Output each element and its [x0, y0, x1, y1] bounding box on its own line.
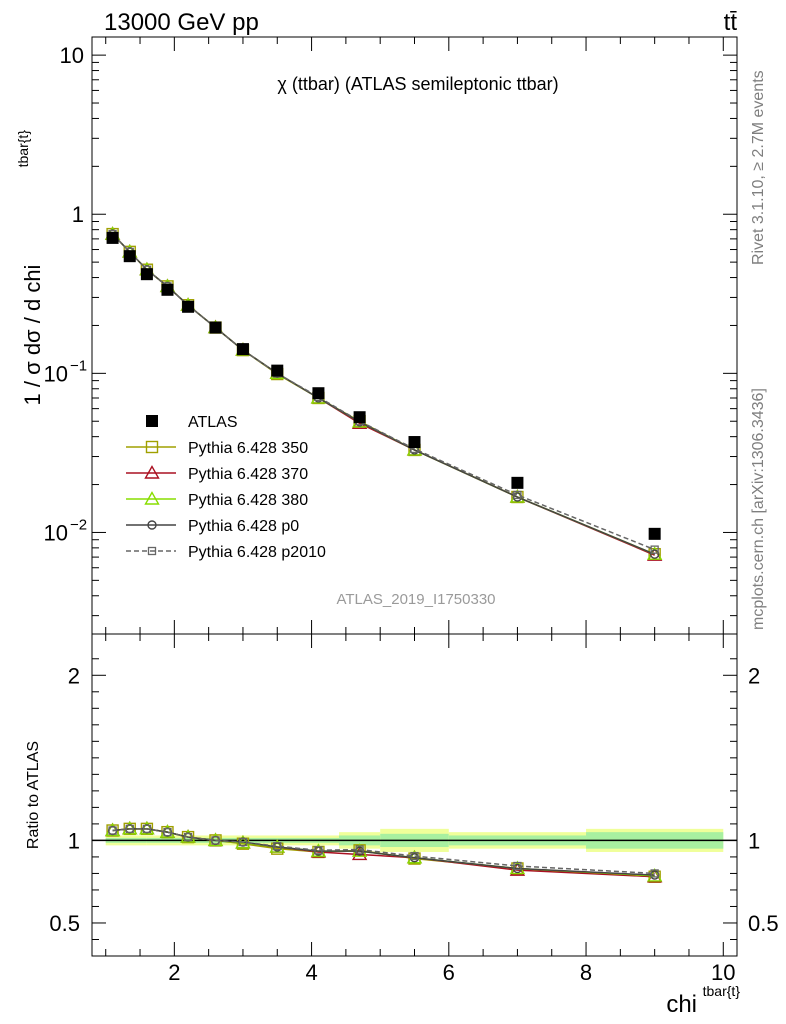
ratio-xtick-label: 6	[443, 960, 455, 985]
ratio-series-marker	[513, 861, 522, 871]
ratio-series-layer	[104, 820, 663, 883]
ratio-series-marker	[273, 842, 282, 851]
rivet-label: Rivet 3.1.10, ≥ 2.7M events	[750, 70, 767, 265]
legend-label: Pythia 6.428 370	[188, 466, 308, 483]
legend-marker	[144, 491, 160, 505]
ratio-series-marker	[238, 837, 248, 847]
main-series-marker	[513, 490, 522, 500]
ratio-ytick-label-right: 0.5	[748, 911, 779, 936]
atlas-data-point	[140, 268, 153, 281]
ratio-panel: 0.5 0.5 1 1 2 2 2 4 6 8 10 Ratio to ATLAS chi tbar…	[25, 633, 779, 1018]
atlas-data-point	[209, 321, 222, 334]
atlas-data-point	[271, 364, 284, 377]
ratio-series-marker	[108, 826, 117, 835]
ratio-series-marker	[142, 824, 152, 834]
ratio-series-marker	[314, 846, 323, 855]
legend-label: Pythia 6.428 p0	[188, 518, 299, 535]
ratio-series-marker	[163, 828, 172, 837]
energy-label: 13000 GeV pp	[104, 9, 259, 36]
atlas-data-point	[236, 343, 249, 356]
atlas-data-point	[648, 527, 661, 540]
main-ytick-label: 1	[72, 202, 84, 227]
ratio-ytick-label-right: 2	[748, 663, 760, 688]
ratio-xlabel-sup: tbar{t}	[703, 983, 741, 999]
ratio-xtick-label: 10	[711, 960, 735, 985]
atlas-data-point	[511, 476, 524, 489]
main-ytick-label: 10	[60, 43, 84, 68]
analysis-watermark: ATLAS_2019_I1750330	[336, 591, 495, 608]
main-series-layer	[104, 226, 663, 561]
ratio-xtick-label: 2	[168, 960, 180, 985]
ratio-series-marker	[183, 832, 193, 842]
legend-marker	[145, 440, 159, 454]
ratio-ytick-label: 0.5	[49, 911, 80, 936]
legend-marker	[144, 465, 160, 479]
ratio-xtick-label: 4	[305, 960, 317, 985]
ratio-series-marker	[211, 836, 220, 845]
ratio-xlabel-text: chi	[666, 991, 697, 1018]
legend-marker	[147, 546, 157, 556]
ratio-frame	[91, 633, 738, 957]
uncertainty-bands	[92, 828, 737, 852]
ratio-ytick-label: 2	[68, 663, 80, 688]
atlas-data-point	[312, 387, 325, 400]
ratio-ytick-label-right: 1	[748, 828, 760, 853]
atlas-data-point	[106, 231, 119, 244]
ratio-series-marker	[410, 851, 419, 861]
ratio-series-marker	[125, 824, 134, 834]
atlas-data-point	[353, 411, 366, 424]
legend-label: ATLAS	[188, 414, 238, 431]
ratio-series-marker	[650, 869, 659, 878]
atlas-data-point	[123, 250, 136, 263]
main-title: χ (ttbar) (ATLAS semileptonic ttbar)	[277, 74, 558, 94]
mcplots-label: mcplots.cern.ch [arXiv:1306.3436]	[750, 388, 767, 630]
ratio-xlabel: chi tbar{t}	[666, 983, 740, 1018]
legend-label: Pythia 6.428 p2010	[188, 544, 326, 561]
atlas-data-point	[161, 283, 174, 296]
legend: ATLAS Pythia 6.428 350 Pythia 6.428 370 Pyt…	[126, 414, 326, 561]
ratio-ylabel: Ratio to ATLAS	[25, 741, 42, 849]
legend-atlas-marker	[146, 415, 158, 427]
main-series-marker	[650, 545, 659, 554]
legend-marker	[147, 520, 157, 530]
ratio-xtick-label: 8	[580, 960, 592, 985]
ratio-axis-ticks: 0.5 0.5 1 1 2 2 2 4 6 8 10	[49, 634, 779, 985]
main-ytick-label: 10	[44, 361, 68, 386]
legend-label: Pythia 6.428 350	[188, 440, 308, 457]
main-ylabel-text: 1 / σ dσ / d chi	[20, 265, 45, 406]
atlas-data-point	[182, 300, 195, 313]
ratio-ytick-label: 1	[68, 828, 80, 853]
main-ytick-exponent: −1	[70, 357, 87, 374]
main-ylabel-sup: tbar{t}	[15, 130, 31, 168]
main-series-marker	[649, 549, 660, 559]
ratio-series-marker	[355, 845, 364, 854]
ratio-series-line	[112, 828, 655, 875]
main-ylabel: 1 / σ dσ / d chi tbar{t}	[15, 130, 45, 406]
main-ytick-exponent: −2	[70, 516, 87, 533]
atlas-data-point	[408, 436, 421, 449]
process-label: tt̄	[724, 9, 738, 36]
main-ytick-label: 10	[44, 520, 68, 545]
legend-label: Pythia 6.428 380	[188, 492, 308, 509]
